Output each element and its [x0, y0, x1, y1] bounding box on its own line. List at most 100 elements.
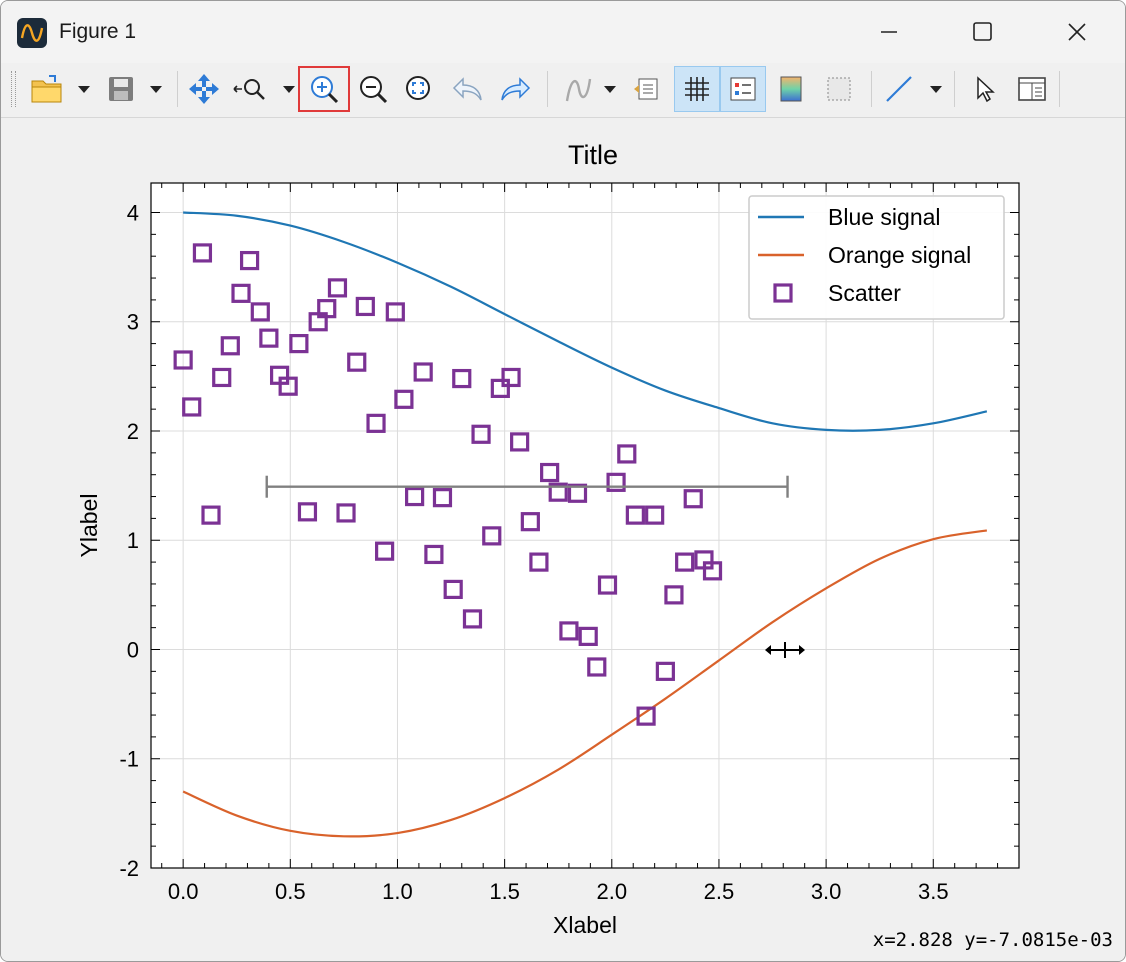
dropdown-arrow-icon	[149, 84, 163, 94]
x-tick-label: 0.0	[168, 879, 199, 904]
x-tick-label: 1.0	[382, 879, 413, 904]
title-bar: Figure 1	[1, 1, 1125, 63]
scatter-point	[636, 706, 656, 726]
save-button[interactable]	[101, 66, 141, 112]
dropdown-arrow-icon	[929, 84, 943, 94]
panel-icon	[1016, 74, 1048, 104]
zoom-out-icon	[357, 73, 389, 105]
zoom-out-button[interactable]	[353, 66, 393, 112]
scatter-point	[424, 544, 444, 565]
open-folder-button[interactable]	[27, 66, 67, 112]
panel-button[interactable]	[1012, 66, 1052, 112]
scatter-point	[289, 333, 309, 354]
scatter-point	[617, 444, 637, 464]
scatter-point	[413, 362, 433, 382]
toolbar	[1, 63, 1125, 118]
dropdown-arrow-button[interactable]	[928, 66, 944, 112]
scatter-point	[559, 621, 579, 641]
y-tick-label: -1	[119, 747, 139, 772]
legend-config-button[interactable]	[627, 66, 667, 112]
scatter-point	[250, 302, 270, 322]
zoom-fit-icon	[403, 73, 435, 105]
scatter-point	[462, 609, 483, 629]
scatter-point	[231, 283, 251, 303]
redo-button[interactable]	[495, 66, 535, 112]
zoom-rect-icon	[232, 74, 270, 104]
legend-box	[748, 195, 1005, 320]
colormap-button[interactable]	[771, 66, 811, 112]
scatter-point	[597, 575, 618, 595]
scatter-point	[490, 378, 510, 398]
undo-icon	[451, 75, 485, 103]
scatter-point	[317, 299, 337, 319]
toolbar-separator	[1059, 71, 1060, 107]
x-tick-label: 3.5	[918, 879, 949, 904]
scatter-point	[675, 552, 695, 572]
toolbar-separator	[954, 71, 955, 107]
x-tick-label: 2.0	[596, 879, 627, 904]
legend-label: Scatter	[828, 280, 901, 306]
y-tick-label: 4	[127, 200, 139, 225]
scatter-point	[278, 376, 298, 396]
save-icon	[105, 73, 137, 105]
zoom-fit-button[interactable]	[399, 66, 439, 112]
scatter-point	[192, 243, 213, 263]
scatter-point	[482, 526, 502, 546]
curve-tool-button[interactable]	[558, 66, 598, 112]
scatter-point	[520, 512, 540, 532]
frame-button[interactable]	[819, 66, 859, 112]
line-tool-button[interactable]	[879, 66, 919, 112]
pointer-button[interactable]	[965, 66, 1005, 112]
minimize-button[interactable]	[843, 1, 935, 63]
toolbar-grip[interactable]	[11, 71, 16, 107]
frame-icon	[824, 74, 854, 104]
dropdown-arrow-button[interactable]	[281, 66, 297, 112]
dropdown-arrow-button[interactable]	[148, 66, 164, 112]
scatter-point	[578, 626, 598, 646]
window-title: Figure 1	[59, 20, 137, 43]
dropdown-arrow-button[interactable]	[76, 66, 92, 112]
toolbar-separator	[547, 71, 548, 107]
legend-toggle-icon	[728, 74, 758, 104]
legend-toggle-button[interactable]	[720, 66, 766, 112]
close-button[interactable]	[1031, 1, 1123, 63]
scatter-point	[702, 561, 723, 581]
scatter-point	[327, 278, 348, 298]
scatter-point	[443, 579, 463, 600]
dropdown-arrow-button[interactable]	[602, 66, 618, 112]
grid-toggle-button[interactable]	[674, 66, 720, 112]
scatter-point	[405, 486, 425, 507]
legend: Blue signal Orange signal Scatter	[748, 195, 1005, 320]
legend-label: Orange signal	[828, 242, 971, 268]
scatter-point	[347, 352, 367, 372]
scatter-point	[471, 424, 491, 444]
scatter-point	[173, 350, 193, 370]
pan-move-button[interactable]	[184, 66, 224, 112]
x-tick-label: 1.5	[489, 879, 520, 904]
pointer-icon	[973, 75, 997, 103]
scatter-point	[220, 336, 240, 356]
undo-button[interactable]	[448, 66, 488, 112]
scatter-point	[683, 489, 703, 509]
toolbar-separator	[871, 71, 872, 107]
legend-swatch-scatter	[773, 283, 793, 303]
scatter-point	[336, 503, 356, 523]
pan-move-icon	[187, 72, 221, 106]
y-tick-label: 3	[127, 310, 139, 335]
scatter-point	[259, 328, 279, 348]
maximize-button[interactable]	[937, 1, 1029, 63]
line-tool-icon	[884, 74, 914, 104]
legend-config-icon	[632, 74, 662, 104]
y-tick-label: 1	[127, 528, 139, 553]
scatter-point	[548, 482, 568, 502]
scatter-point	[664, 585, 684, 605]
series-line	[182, 529, 988, 838]
resize-cursor-icon	[765, 642, 805, 658]
x-tick-label: 2.5	[704, 879, 735, 904]
zoom-rect-button[interactable]	[231, 66, 271, 112]
toolbar-separator	[177, 71, 178, 107]
zoom-in-button[interactable]	[298, 66, 350, 112]
scatter-point	[366, 413, 386, 433]
